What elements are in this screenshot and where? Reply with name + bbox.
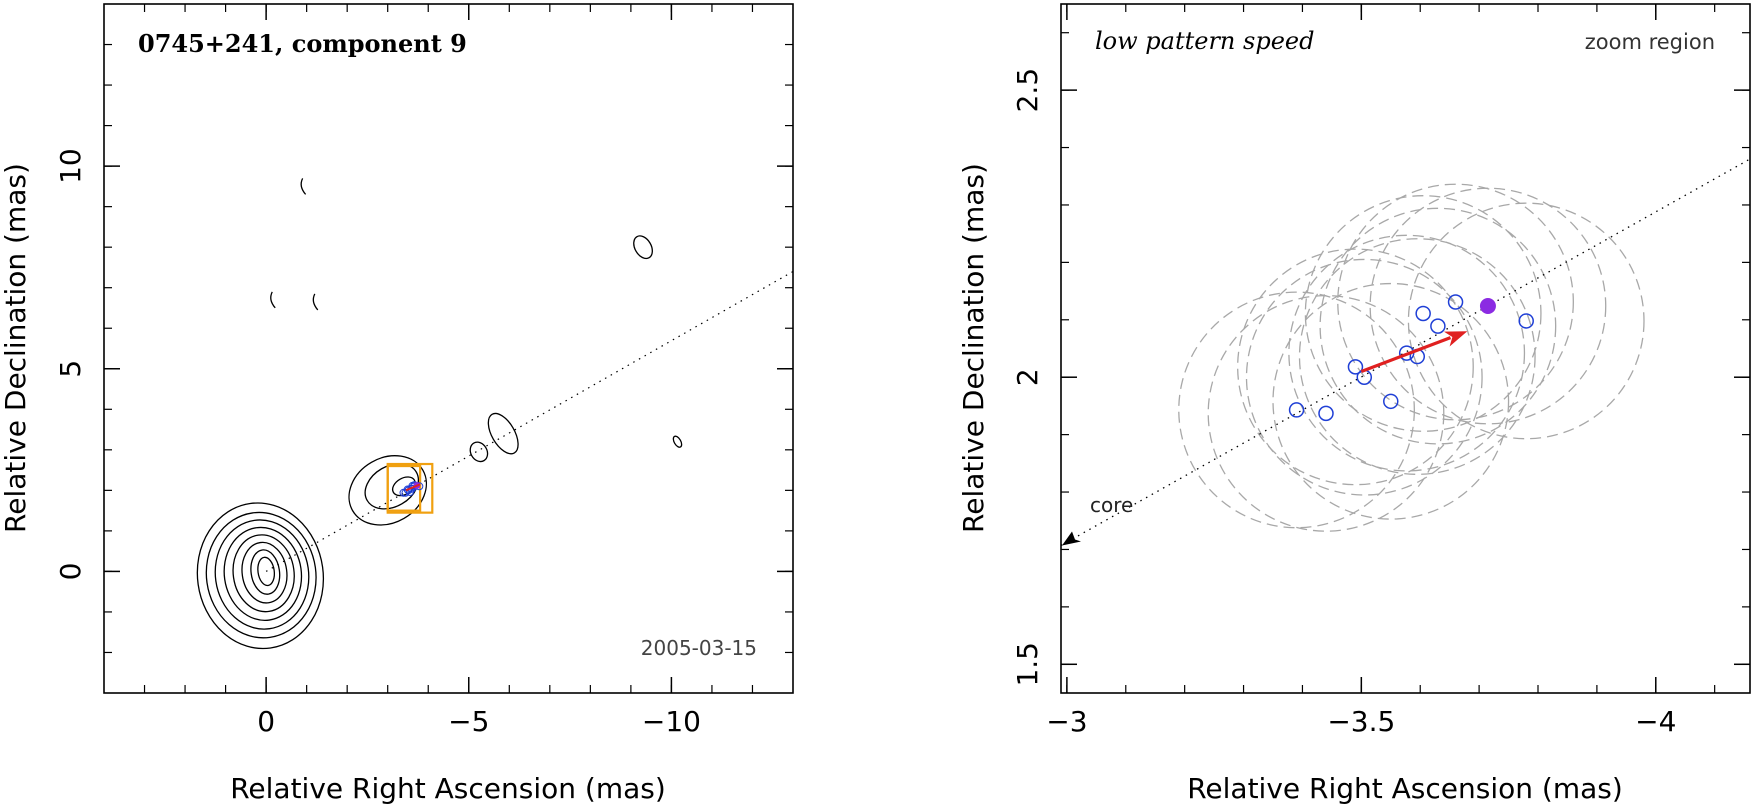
y-axis-label: Relative Declination (mas) (957, 163, 990, 533)
epoch-label: 2005-03-15 (641, 636, 757, 660)
overlay-group (1060, 158, 1751, 547)
jet-contour (348, 455, 428, 526)
core-contour (232, 534, 295, 613)
error-circle (1319, 207, 1557, 445)
core-contour (196, 502, 325, 650)
motion-arrow-shaft (1360, 336, 1452, 373)
error-circle (1178, 291, 1415, 529)
y-axis-label: Relative Declination (mas) (0, 163, 32, 533)
motion-arrowhead (1443, 331, 1468, 347)
error-circle (1288, 234, 1526, 472)
jet-contour (672, 435, 683, 448)
axis-ticks: −3 −3.5 −4 1.5 2 2.5 (1011, 4, 1750, 738)
error-circle (1407, 202, 1645, 440)
x-tick-label: −10 (642, 705, 701, 738)
error-circle (1304, 195, 1542, 432)
y-tick-label: 10 (54, 148, 87, 184)
component-point (1415, 305, 1431, 322)
error-circle (1207, 294, 1445, 532)
component-point (1318, 405, 1334, 422)
y-tick-label: 1.5 (1011, 642, 1044, 687)
overlay-group (265, 270, 794, 572)
x-tick-label: −3.5 (1327, 705, 1395, 738)
error-circle (1298, 238, 1536, 475)
jet-contour (487, 412, 519, 455)
core-contour (250, 549, 281, 595)
axis-ticks: 0 −5 −10 0 5 10 (54, 4, 793, 738)
component-point (1347, 359, 1364, 375)
error-circle (1237, 248, 1474, 486)
zoom-region-box (386, 464, 422, 512)
jet-contour (469, 441, 489, 463)
core-contour (223, 526, 303, 622)
overview-panel: 0 −5 −10 0 5 10 0745+241, component 9 2005-03… (0, 3, 794, 805)
error-circle (1337, 183, 1574, 421)
error-circle (1272, 282, 1510, 520)
component-point (1288, 402, 1305, 418)
panel-title: 0745+241, component 9 (138, 29, 467, 58)
component-point (1356, 369, 1373, 385)
component-point (1518, 313, 1534, 329)
panel-title: low pattern speed (1095, 27, 1314, 55)
jet-contour (633, 235, 653, 260)
x-tick-label: −5 (448, 705, 489, 738)
error-circle (1369, 187, 1607, 425)
core-contour (214, 519, 310, 630)
core-arrowhead (1062, 531, 1081, 546)
highlight-point (1479, 298, 1496, 315)
core-annotation: core (1090, 493, 1133, 517)
y-tick-label: 2 (1011, 368, 1044, 386)
x-tick-label: −3 (1046, 705, 1087, 738)
core-contour (257, 556, 276, 587)
core-contour (241, 541, 288, 604)
plot-frame (1060, 3, 1751, 694)
contour-fragment (270, 291, 276, 309)
error-circle-group (1178, 183, 1645, 532)
zoom-region-label: zoom region (1585, 30, 1715, 54)
component-point (1383, 393, 1399, 410)
contour-fragment (312, 293, 319, 311)
contour-fragment (300, 178, 307, 195)
zoom-panel: −3 −3.5 −4 1.5 2 2.5 low pattern speed zoom r… (957, 3, 1751, 805)
jet-axis-line (265, 270, 794, 572)
x-axis-label: Relative Right Ascension (mas) (1187, 772, 1623, 805)
error-circle (1245, 258, 1483, 496)
velocity-vector (405, 483, 421, 492)
x-tick-label: 0 (257, 705, 275, 738)
contour-group (196, 178, 683, 650)
y-tick-label: 2.5 (1011, 68, 1044, 113)
x-axis-label: Relative Right Ascension (mas) (230, 772, 666, 805)
x-tick-label: −4 (1635, 705, 1676, 738)
y-tick-label: 5 (54, 360, 87, 378)
plot-frame (103, 3, 794, 694)
core-contour (205, 511, 317, 639)
y-tick-label: 0 (54, 562, 87, 580)
component-point (1430, 318, 1446, 334)
component-point (1447, 294, 1464, 310)
jet-contour (364, 463, 419, 510)
